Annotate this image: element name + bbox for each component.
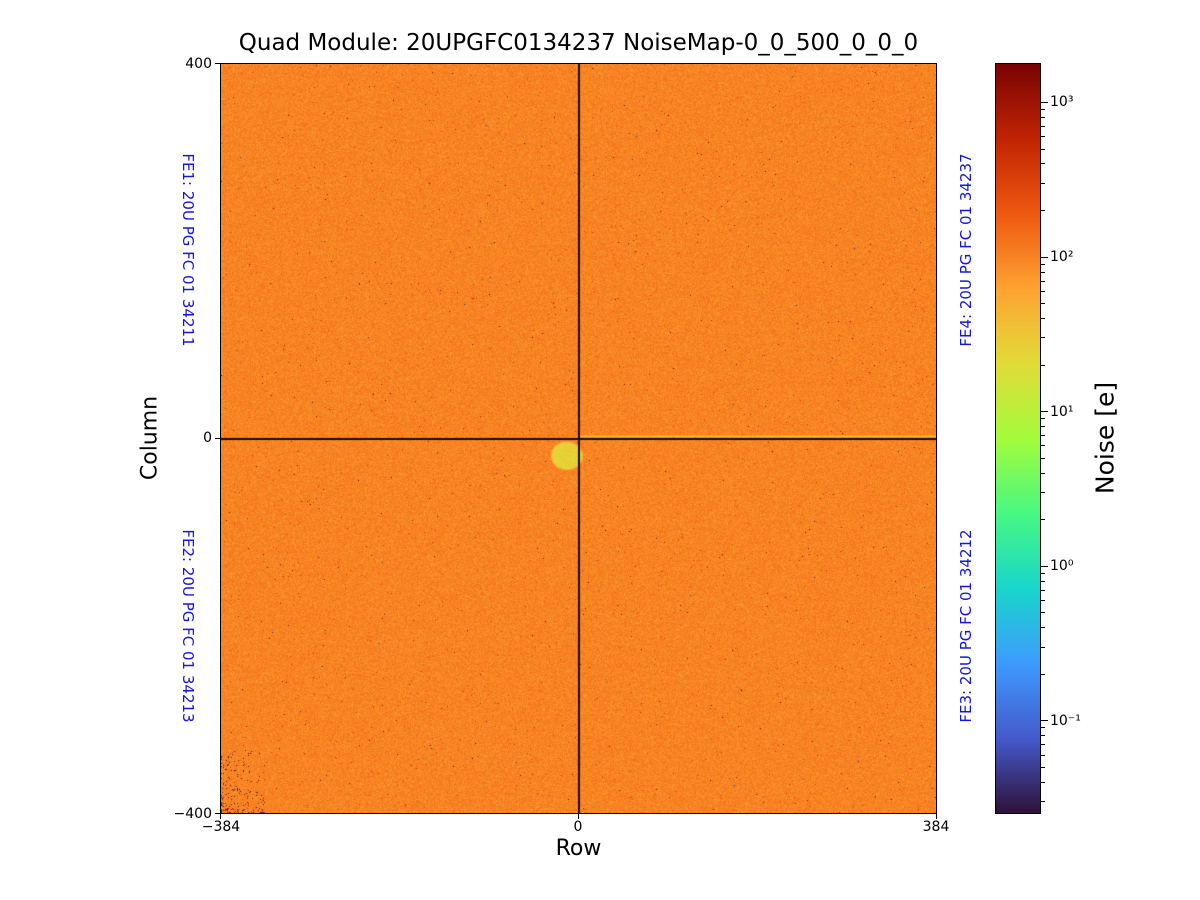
colorbar-major-tick [1041,565,1048,567]
colorbar-minor-tick [1041,572,1045,574]
colorbar-minor-tick [1041,801,1045,803]
colorbar-minor-tick [1041,781,1045,783]
x-tick-mark [578,814,579,819]
colorbar-minor-tick [1041,125,1045,127]
x-tick-mark [220,814,221,819]
colorbar-minor-tick [1041,457,1045,459]
colorbar-major-tick [1041,411,1048,413]
colorbar-minor-tick [1041,182,1045,184]
heatmap-canvas [221,64,936,813]
colorbar-minor-tick [1041,472,1045,474]
figure-title: Quad Module: 20UPGFC0134237 NoiseMap-0_0… [238,30,919,56]
colorbar-minor-tick [1041,303,1045,305]
colorbar-minor-tick [1041,744,1045,746]
y-tick-label: −400 [173,806,212,822]
colorbar-minor-tick [1041,735,1045,737]
x-tick-mark [936,814,937,819]
colorbar-minor-tick [1041,418,1045,420]
colorbar-minor-tick [1041,271,1045,273]
plot-area [220,63,937,814]
colorbar-minor-tick [1041,263,1045,265]
colorbar-minor-tick [1041,210,1045,212]
y-tick-mark [215,813,220,814]
colorbar-minor-tick [1041,148,1045,150]
colorbar-major-tick [1041,720,1048,722]
colorbar-minor-tick [1041,646,1045,648]
x-axis-label: Row [555,836,602,861]
colorbar-minor-tick [1041,337,1045,339]
colorbar-minor-tick [1041,580,1045,582]
colorbar-minor-tick [1041,318,1045,320]
fe4-chip-label: FE4: 20U PG FC 01 34237 [957,153,975,347]
colorbar-minor-tick [1041,364,1045,366]
colorbar-minor-tick [1041,612,1045,614]
colorbar-minor-tick [1041,589,1045,591]
colorbar-minor-tick [1041,116,1045,118]
colorbar-tick-label: 10³ [1050,94,1074,111]
colorbar-minor-tick [1041,727,1045,729]
y-tick-label: 400 [185,56,212,72]
y-tick-mark [215,63,220,64]
x-tick-label: 384 [922,819,950,835]
colorbar-minor-tick [1041,492,1045,494]
x-tick-label: −384 [201,819,241,835]
fe3-chip-label: FE3: 20U PG FC 01 34212 [957,529,975,723]
colorbar-label: Noise [e] [1090,381,1120,495]
fe1-chip-label: FE1: 20U PG FC 01 34211 [179,153,197,347]
colorbar-minor-tick [1041,163,1045,165]
colorbar-minor-tick [1041,109,1045,111]
colorbar-canvas [996,64,1040,813]
colorbar-tick-label: 10⁰ [1050,558,1074,575]
colorbar-minor-tick [1041,754,1045,756]
colorbar-tick-label: 10¹ [1050,403,1074,420]
colorbar-major-tick [1041,101,1048,103]
x-tick-label: 0 [573,819,583,835]
colorbar-minor-tick [1041,766,1045,768]
y-tick-mark [215,438,220,439]
colorbar-minor-tick [1041,280,1045,282]
colorbar-minor-tick [1041,136,1045,138]
colorbar-minor-tick [1041,627,1045,629]
colorbar [995,63,1041,814]
colorbar-tick-label: 10² [1050,249,1074,266]
colorbar-minor-tick [1041,290,1045,292]
colorbar-minor-tick [1041,673,1045,675]
colorbar-minor-tick [1041,445,1045,447]
colorbar-minor-tick [1041,519,1045,521]
colorbar-tick-label: 10⁻¹ [1050,712,1081,729]
colorbar-minor-tick [1041,600,1045,602]
fe2-chip-label: FE2: 20U PG FC 01 34213 [179,529,197,723]
colorbar-minor-tick [1041,435,1045,437]
colorbar-major-tick [1041,256,1048,258]
colorbar-minor-tick [1041,426,1045,428]
y-tick-label: 0 [203,430,212,446]
